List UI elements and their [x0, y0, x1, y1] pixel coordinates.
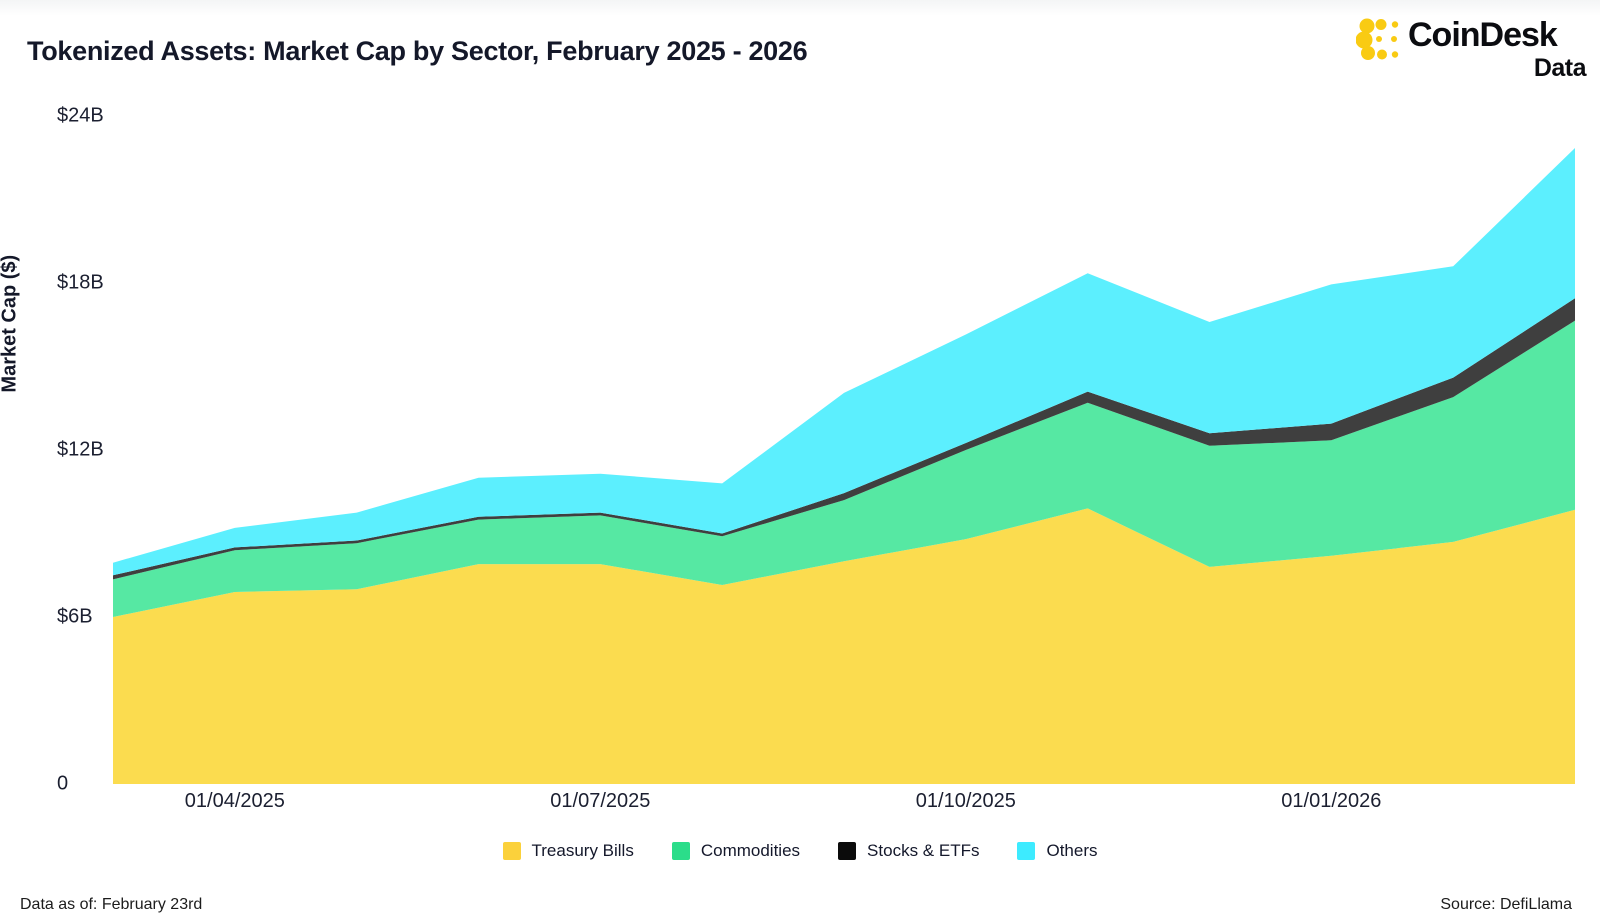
area-others: [113, 148, 1575, 576]
legend-item-stocks-etfs: Stocks & ETFs: [838, 841, 979, 861]
legend-item-others: Others: [1017, 841, 1098, 861]
legend-item-commodities: Commodities: [671, 841, 801, 861]
legend-item-treasury-bills: Treasury Bills: [502, 841, 634, 861]
legend-label: Commodities: [700, 841, 801, 860]
y-tick-label: $12B: [57, 438, 104, 461]
y-tick-label: $24B: [57, 104, 104, 127]
legend-label: Treasury Bills: [531, 841, 634, 860]
x-tick-label: 01/10/2025: [915, 790, 1016, 812]
y-tick-label: $6B: [57, 605, 93, 628]
legend-label: Others: [1046, 841, 1098, 860]
legend-swatch: [671, 842, 690, 860]
area-commodities: [113, 320, 1575, 617]
source-note: Source: DefiLlama: [1440, 896, 1572, 913]
y-tick-label: 0: [57, 772, 69, 795]
top-edge-fade: [0, 0, 1600, 16]
chart-title: Tokenized Assets: Market Cap by Sector, …: [27, 36, 808, 66]
x-tick-label: 01/07/2025: [550, 790, 651, 812]
legend-swatch: [1017, 842, 1036, 860]
x-tick-label: 01/01/2026: [1281, 790, 1382, 812]
y-tick-label: $18B: [57, 271, 104, 294]
coindesk-data-label: Data: [1533, 54, 1587, 82]
coindesk-wordmark: CoinDesk: [1408, 16, 1558, 54]
coindesk-mark-icon: [1356, 18, 1399, 60]
legend-swatch: [838, 842, 857, 860]
area-stocks-etfs: [113, 298, 1575, 580]
legend-swatch: [502, 842, 521, 860]
x-tick-label: 01/04/2025: [184, 790, 285, 812]
area-treasury-bills: [113, 508, 1575, 784]
coindesk-logo: CoinDesk Data: [1306, 16, 1587, 94]
chart-legend: Treasury Bills Commodities Stocks & ETFs Ot…: [0, 839, 1600, 863]
data-as-of-note: Data as of: February 23rd: [20, 896, 203, 913]
legend-label: Stocks & ETFs: [867, 841, 980, 860]
